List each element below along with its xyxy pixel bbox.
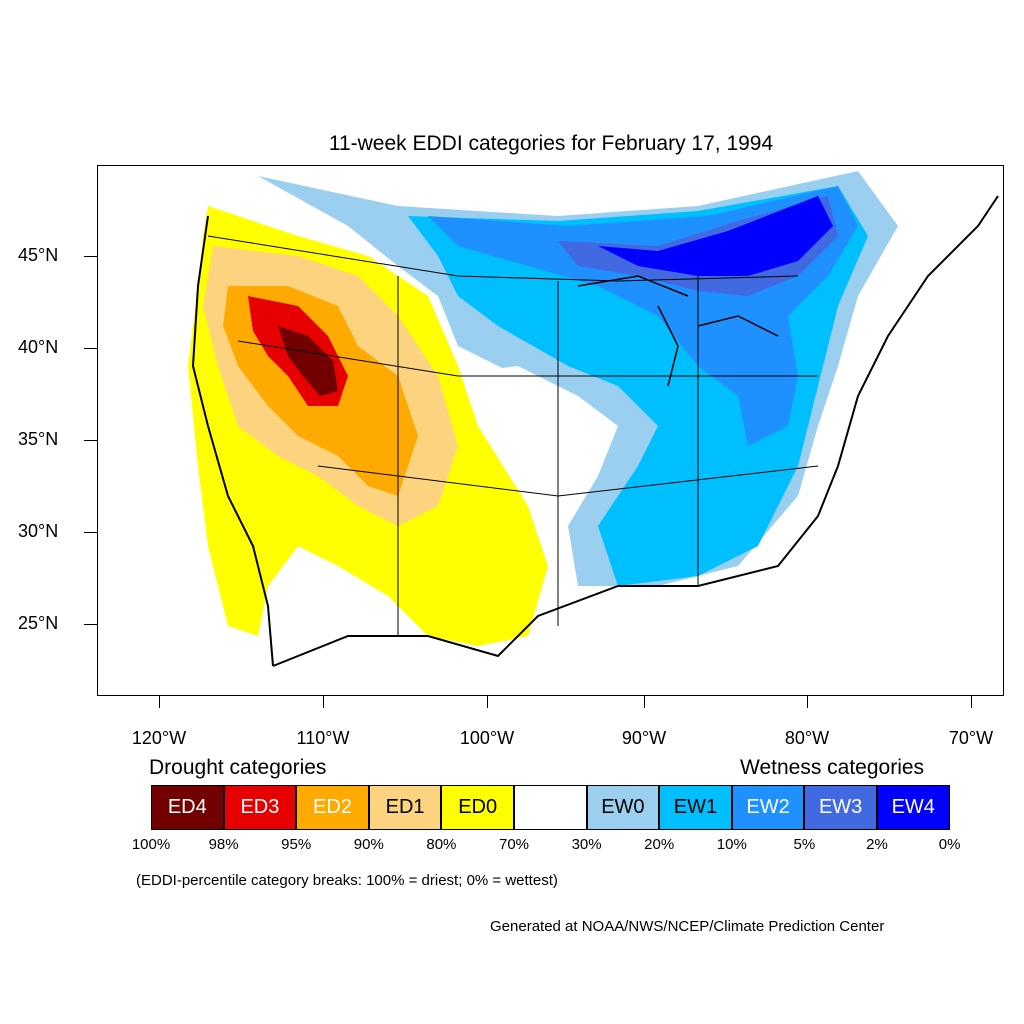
wetness-heading: Wetness categories — [740, 756, 925, 779]
legend-break-label: 0% — [938, 836, 961, 853]
legend-break-label: 70% — [498, 836, 530, 853]
legend-break-label: 100% — [131, 836, 171, 853]
lat-label: 45°N — [18, 245, 59, 265]
legend-break-label: 5% — [793, 836, 816, 853]
lat-label: 40°N — [18, 337, 59, 357]
legend-color-bar: ED4 ED3 ED2 ED1 ED0 EW0 EW1 EW2 EW3 EW4 — [151, 785, 950, 830]
lat-label: 30°N — [18, 521, 59, 541]
lon-label: 70°W — [948, 728, 994, 748]
drought-heading: Drought categories — [149, 756, 327, 779]
eddi-map — [97, 165, 1004, 696]
lon-label: 120°W — [131, 728, 187, 748]
legend-cell: EW4 — [876, 785, 950, 830]
lat-tick — [84, 256, 97, 257]
legend-break-label: 98% — [208, 836, 239, 853]
dry-region-ed4 — [278, 326, 338, 396]
state-borders — [207, 235, 819, 636]
legend-cell: ED4 — [151, 785, 224, 830]
legend-break-label: 90% — [353, 836, 384, 853]
legend-break-label: 20% — [644, 836, 675, 853]
lat-label: 35°N — [18, 429, 59, 449]
map-title: 11-week EDDI categories for February 17,… — [328, 132, 774, 155]
legend-break-label: 2% — [866, 836, 888, 853]
legend-break-label: 10% — [716, 836, 747, 853]
lat-tick — [84, 348, 97, 349]
legend-cell — [513, 785, 587, 830]
legend-break-label: 80% — [426, 836, 457, 853]
lon-label: 90°W — [621, 728, 667, 748]
lat-label: 25°N — [18, 613, 59, 633]
lat-tick — [84, 440, 97, 441]
great-lakes — [577, 275, 779, 387]
lon-tick — [644, 696, 645, 708]
legend-cell: EW1 — [659, 785, 732, 830]
lon-tick — [971, 696, 972, 708]
lat-tick — [84, 532, 97, 533]
lon-tick — [159, 696, 160, 708]
legend-note: (EDDI-percentile category breaks: 100% =… — [136, 872, 558, 889]
legend-cell: ED1 — [368, 785, 442, 830]
legend-cell: ED3 — [223, 785, 297, 830]
legend-cell: EW2 — [731, 785, 805, 830]
lon-tick — [807, 696, 808, 708]
legend-break-label: 30% — [571, 836, 602, 853]
lon-tick — [487, 696, 488, 708]
lon-label: 100°W — [459, 728, 515, 748]
lon-label: 110°W — [296, 728, 350, 748]
lat-tick — [84, 624, 97, 625]
legend-cell: ED2 — [296, 785, 369, 830]
credit-line: Generated at NOAA/NWS/NCEP/Climate Predi… — [490, 918, 885, 935]
wet-region-ew4 — [598, 196, 833, 276]
legend-cell: EW3 — [804, 785, 877, 830]
lon-tick — [323, 696, 324, 708]
map-canvas — [188, 171, 999, 667]
legend-cell: EW0 — [586, 785, 660, 830]
lon-label: 80°W — [784, 728, 830, 748]
legend-cell: ED0 — [441, 785, 514, 830]
coastline — [191, 195, 999, 667]
legend-break-label: 95% — [281, 836, 312, 853]
